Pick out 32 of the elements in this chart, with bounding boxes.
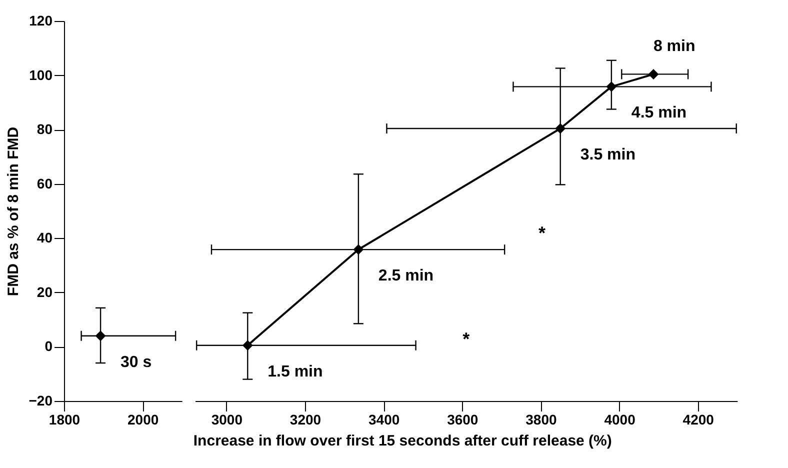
annotation: 2.5 min bbox=[378, 268, 434, 285]
x-tick-label: 3000 bbox=[211, 412, 243, 428]
annotation: 8 min bbox=[653, 38, 696, 56]
annotation: 1.5 min bbox=[268, 363, 323, 380]
x-tick-label: 3200 bbox=[290, 412, 322, 428]
y-tick-label: 0 bbox=[44, 338, 53, 354]
y-tick-label: −20 bbox=[28, 392, 53, 408]
y-tick-label: 100 bbox=[29, 66, 53, 83]
point bbox=[353, 244, 364, 255]
point bbox=[606, 81, 617, 92]
point bbox=[648, 68, 659, 80]
annotation: 3.5 min bbox=[580, 146, 636, 164]
y-tick-label: 40 bbox=[36, 230, 53, 246]
annotation: * bbox=[462, 329, 470, 350]
x-tick-label: 1800 bbox=[48, 412, 80, 428]
y-tick-label: 20 bbox=[36, 284, 53, 300]
x-tick-label: 4200 bbox=[682, 412, 714, 428]
x-tick-label: 4000 bbox=[604, 412, 636, 428]
y-tick-label: 120 bbox=[29, 12, 53, 28]
x-axis-title: Increase in flow over first 15 seconds after cuff release (%) bbox=[193, 432, 612, 450]
y-tick-label: 80 bbox=[36, 121, 53, 138]
annotation: 30 s bbox=[120, 354, 152, 371]
point bbox=[555, 123, 566, 134]
y-axis-title: FMD as % of 8 min FMD bbox=[4, 126, 22, 296]
point bbox=[242, 340, 253, 351]
x-tick-label: 2000 bbox=[127, 412, 159, 428]
x-tick-label: 3600 bbox=[447, 412, 478, 428]
x-tick-label: 3800 bbox=[526, 412, 557, 428]
x-tick-label: 3400 bbox=[368, 412, 400, 428]
y-tick-label: 60 bbox=[36, 175, 53, 192]
annotation: 4.5 min bbox=[631, 104, 687, 122]
annotation: * bbox=[538, 222, 546, 243]
